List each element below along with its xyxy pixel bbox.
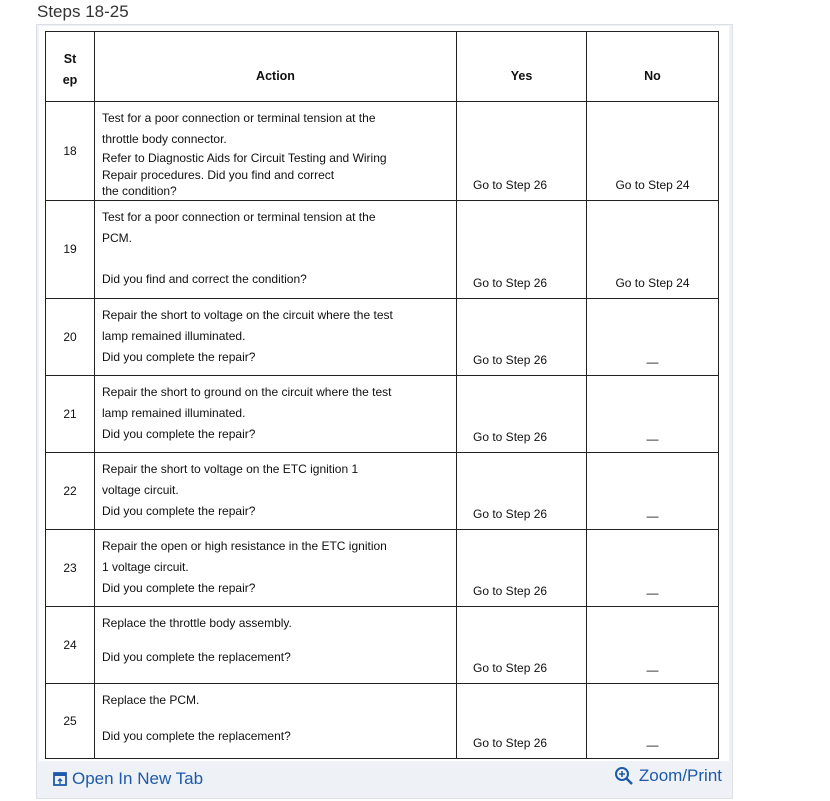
- action-line: Did you complete the repair?: [102, 349, 256, 364]
- action-line: Replace the PCM.: [102, 692, 200, 707]
- zoom-print-label: Zoom/Print: [638, 766, 722, 785]
- action-line: Test for a poor connection or terminal t…: [102, 209, 376, 224]
- action-line: Test for a poor connection or terminal t…: [102, 111, 376, 125]
- action-cell: Replace the PCM. Did you complete the rep…: [94, 682, 457, 759]
- no-cell: —: [586, 682, 719, 759]
- yes-cell: Go to Step 26: [456, 199, 587, 299]
- no-cell: —: [586, 528, 719, 607]
- action-line: the condition?: [102, 184, 177, 198]
- table-row: 22 Repair the short to voltage on the ETC…: [45, 451, 719, 530]
- action-cell: Test for a poor connection or terminal t…: [94, 101, 457, 201]
- step-number: 20: [45, 297, 95, 376]
- document-frame: St ep Action Yes No 18 Test for a poor con…: [36, 24, 733, 799]
- yes-cell: Go to Step 26: [456, 682, 587, 759]
- step-number: 25: [45, 682, 95, 759]
- no-cell: Go to Step 24: [586, 199, 719, 299]
- open-in-new-tab-icon: [53, 772, 67, 786]
- no-cell: —: [586, 297, 719, 376]
- yes-cell: Go to Step 26: [456, 101, 587, 201]
- step-number: 19: [45, 199, 95, 299]
- yes-cell: Go to Step 26: [456, 297, 587, 376]
- action-cell: Repair the short to voltage on the circu…: [94, 297, 457, 376]
- action-cell: Test for a poor connection or terminal t…: [94, 199, 457, 299]
- step-number: 22: [45, 451, 95, 530]
- action-line: lamp remained illuminated.: [102, 328, 246, 343]
- action-cell: Repair the short to ground on the circui…: [94, 374, 457, 453]
- action-line: Refer to Diagnostic Aids for Circuit Tes…: [102, 151, 387, 165]
- yes-cell: Go to Step 26: [456, 374, 587, 453]
- action-line: Did you complete the repair?: [102, 503, 256, 518]
- table-row: 24 Replace the throttle body assembly. Did…: [45, 605, 719, 684]
- table-row: 20 Repair the short to voltage on the cir…: [45, 297, 719, 376]
- table-row: 18 Test for a poor connection or terminal…: [45, 101, 719, 201]
- open-in-new-tab-label: Open In New Tab: [72, 769, 204, 788]
- action-line: lamp remained illuminated.: [102, 405, 246, 420]
- no-cell: —: [586, 451, 719, 530]
- step-number: 21: [45, 374, 95, 453]
- step-number: 23: [45, 528, 95, 607]
- zoom-print-link[interactable]: Zoom/Print: [614, 766, 722, 786]
- yes-cell: Go to Step 26: [456, 605, 587, 684]
- step-number: 24: [45, 605, 95, 684]
- action-line: PCM.: [102, 230, 132, 245]
- document-image: St ep Action Yes No 18 Test for a poor con…: [39, 26, 729, 761]
- open-in-new-tab-link[interactable]: Open In New Tab: [53, 769, 203, 789]
- action-cell: Repair the open or high resistance in th…: [94, 528, 457, 607]
- action-line: throttle body connector.: [102, 132, 227, 146]
- header-step-line: ep: [62, 72, 78, 87]
- action-line: voltage circuit.: [102, 482, 179, 497]
- step-number: 18: [45, 101, 95, 201]
- table-row: 21 Repair the short to ground on the circ…: [45, 374, 719, 453]
- action-cell: Repair the short to voltage on the ETC i…: [94, 451, 457, 530]
- section-title: Steps 18-25: [37, 2, 129, 21]
- table-row: 23 Repair the open or high resistance in …: [45, 528, 719, 607]
- zoom-in-icon: [614, 767, 633, 785]
- header-step: St ep: [45, 31, 95, 102]
- diagnostic-steps-table: St ep Action Yes No 18 Test for a poor con…: [45, 31, 719, 759]
- action-line: Did you complete the replacement?: [102, 649, 291, 664]
- action-line: Repair the short to voltage on the circu…: [102, 307, 393, 322]
- action-line: Repair the short to ground on the circui…: [102, 384, 392, 399]
- action-line: Repair procedures. Did you find and corr…: [102, 167, 335, 182]
- action-line: Repair the short to voltage on the ETC i…: [102, 461, 359, 476]
- action-line: Did you complete the repair?: [102, 426, 256, 441]
- yes-cell: Go to Step 26: [456, 528, 587, 607]
- yes-cell: Go to Step 26: [456, 451, 587, 530]
- table-row: 25 Replace the PCM. Did you complete the r…: [45, 682, 719, 759]
- action-line: Did you complete the replacement?: [102, 728, 291, 743]
- header-action: Action: [94, 31, 457, 102]
- action-line: Did you find and correct the condition?: [102, 271, 307, 286]
- action-cell: Replace the throttle body assembly. Did y…: [94, 605, 457, 684]
- no-cell: —: [586, 374, 719, 453]
- action-line: Repair the open or high resistance in th…: [102, 538, 387, 553]
- action-line: Did you complete the repair?: [102, 580, 256, 595]
- table-row: 19 Test for a poor connection or terminal…: [45, 199, 719, 299]
- header-step-line: St: [63, 51, 77, 66]
- footer-bar: Open In New Tab Zoom/Print: [37, 764, 732, 798]
- action-line: 1 voltage circuit.: [102, 559, 189, 574]
- no-cell: —: [586, 605, 719, 684]
- table-header-row: St ep Action Yes No: [45, 31, 719, 102]
- action-line: Replace the throttle body assembly.: [102, 615, 292, 630]
- header-no: No: [586, 31, 719, 102]
- header-yes: Yes: [456, 31, 587, 102]
- no-cell: Go to Step 24: [586, 101, 719, 201]
